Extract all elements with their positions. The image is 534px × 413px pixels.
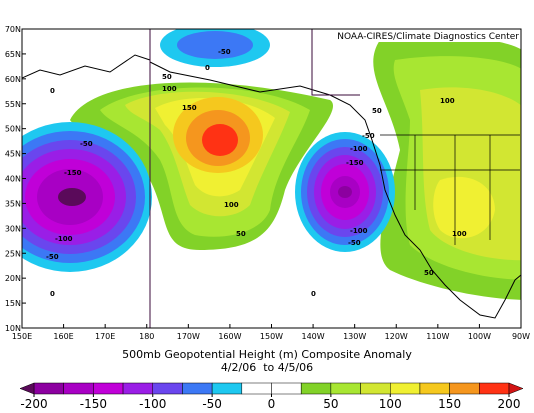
colorbar-tick-label: 150 (438, 397, 461, 411)
credit: NOAA-CIRES/Climate Diagnostics Center (337, 32, 519, 42)
colorbar-box (182, 382, 213, 395)
colorbar-high-arrow (508, 382, 524, 395)
contour-label: -100 (350, 227, 368, 235)
colorbar-box (330, 382, 361, 395)
contour-label: -50 (218, 48, 231, 56)
colorbar-box (479, 382, 510, 395)
lon-label: 180 (139, 332, 154, 341)
lat-label: 60N (5, 75, 21, 84)
contour-label: 100 (440, 97, 455, 105)
contour-label: -50 (362, 132, 375, 140)
contour-label: 100 (452, 230, 467, 238)
contour-label: -50 (80, 140, 93, 148)
colorbar-tick-label: -150 (80, 397, 107, 411)
colorbar-box (360, 382, 391, 395)
lat-label: 15N (5, 299, 21, 308)
colorbar-tick-label: -100 (139, 397, 166, 411)
lon-label: 150W (260, 332, 283, 341)
lat-label: 30N (5, 224, 21, 233)
lat-label: 40N (5, 175, 21, 184)
colorbar-box (211, 382, 243, 395)
lon-label: 90W (512, 332, 530, 341)
lat-label: 35N (5, 199, 21, 208)
lon-label: 160W (218, 332, 241, 341)
anomaly-field (22, 29, 521, 328)
colorbar-box (300, 382, 332, 395)
lat-label: 10N (5, 324, 21, 333)
contour-label: 50 (372, 107, 382, 115)
lon-label: 130W (343, 332, 366, 341)
colorbar-box (152, 382, 183, 395)
colorbar-tick-label: 100 (379, 397, 402, 411)
contour-labels: -50 0 50 100 150 100 50 -50 -150 -100 -5… (46, 48, 467, 298)
contour-label: 150 (182, 104, 197, 112)
lon-label: 140W (301, 332, 324, 341)
caption-dates: 4/2/06 to 4/5/06 (221, 361, 313, 374)
colorbar-tick-label: -50 (202, 397, 222, 411)
lon-label: 170W (177, 332, 200, 341)
contour-label: 50 (424, 269, 434, 277)
colorbar-box (449, 382, 480, 395)
colorbar-box (33, 382, 64, 395)
lat-label: 70N (5, 25, 21, 34)
lat-label: 55N (5, 100, 21, 109)
contour-label: 0 (311, 290, 316, 298)
colorbar-box (63, 382, 94, 395)
contour-label: 50 (236, 230, 246, 238)
lat-label: 20N (5, 274, 21, 283)
caption-title: 500mb Geopotential Height (m) Composite … (122, 348, 412, 361)
lat-label: 25N (5, 249, 21, 258)
contour-label: -150 (64, 169, 82, 177)
lon-label: 160E (53, 332, 73, 341)
colorbar-box (93, 382, 124, 395)
colorbar-box (419, 382, 450, 395)
lon-label: 120W (385, 332, 408, 341)
contour-label: 0 (205, 64, 210, 72)
colorbar-tick-label: -200 (20, 397, 47, 411)
colorbar-box (271, 382, 302, 395)
contour-label: 100 (224, 201, 239, 209)
colorbar-low-arrow (19, 382, 35, 395)
credit-box (318, 30, 520, 42)
contour-label: -100 (350, 145, 368, 153)
lon-label: 110W (426, 332, 449, 341)
contour-label: -50 (348, 239, 361, 247)
colorbar-box (241, 382, 272, 395)
contour-label: -50 (46, 253, 59, 261)
lon-label: 100W (468, 332, 491, 341)
lat-label: 45N (5, 150, 21, 159)
contour-label: 50 (162, 73, 172, 81)
contour-label: 0 (50, 290, 55, 298)
lon-label: 170E (95, 332, 115, 341)
lat-label: 50N (5, 125, 21, 134)
colorbar-box (122, 382, 153, 395)
lon-label: 150E (12, 332, 32, 341)
contour-label: 100 (162, 85, 177, 93)
colorbar-tick-label: 50 (323, 397, 338, 411)
colorbar-tick-label: 200 (498, 397, 521, 411)
lat-label: 65N (5, 50, 21, 59)
contour-label: -150 (346, 159, 364, 167)
colorbar-box (390, 382, 421, 395)
contour-label: -100 (55, 235, 73, 243)
contour-label: 0 (50, 87, 55, 95)
colorbar-tick-label: 0 (268, 397, 276, 411)
